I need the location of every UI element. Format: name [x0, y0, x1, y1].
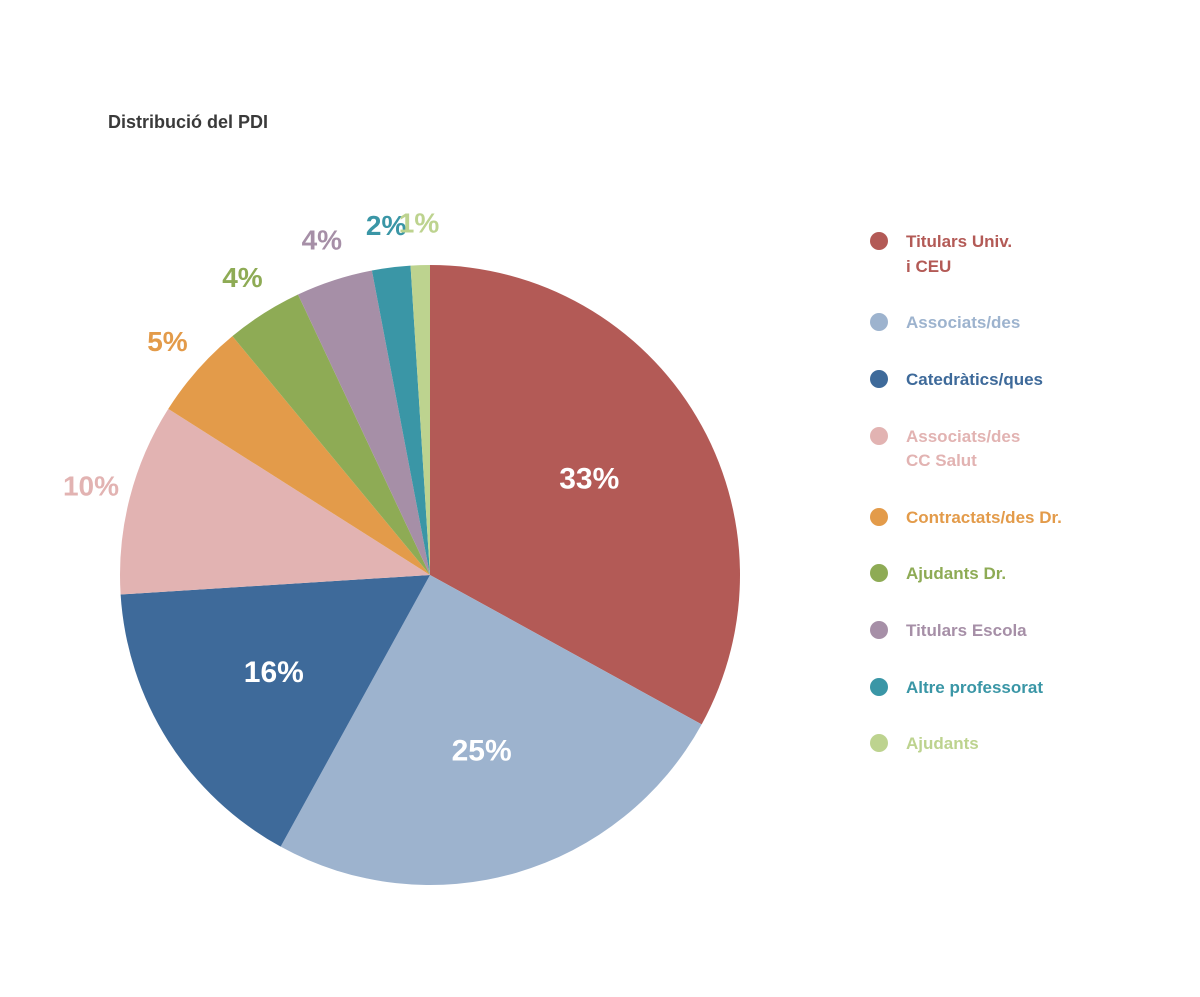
slice-label: 1% [399, 208, 440, 239]
legend-label: Titulars Univ. i CEU [906, 230, 1012, 279]
legend-swatch [870, 370, 888, 388]
legend-swatch [870, 427, 888, 445]
chart-container: Distribució del PDI 33%25%16%10%5%4%4%2%… [0, 0, 1200, 997]
legend-label: Ajudants [906, 732, 979, 757]
legend-label: Contractats/des Dr. [906, 506, 1062, 531]
slice-label: 16% [244, 656, 304, 689]
legend-swatch [870, 564, 888, 582]
legend-item: Ajudants [870, 732, 1062, 757]
slice-label: 25% [452, 735, 512, 768]
legend-label: Associats/des CC Salut [906, 425, 1020, 474]
slice-label: 33% [559, 463, 619, 496]
slice-label: 5% [147, 326, 188, 357]
legend-item: Ajudants Dr. [870, 562, 1062, 587]
legend-label: Titulars Escola [906, 619, 1027, 644]
slice-label: 4% [302, 225, 343, 256]
legend-label: Altre professorat [906, 676, 1043, 701]
legend-swatch [870, 232, 888, 250]
legend: Titulars Univ. i CEU Associats/des Catedrà… [870, 230, 1062, 789]
legend-item: Altre professorat [870, 676, 1062, 701]
legend-swatch [870, 508, 888, 526]
legend-swatch [870, 313, 888, 331]
legend-swatch [870, 621, 888, 639]
legend-item: Contractats/des Dr. [870, 506, 1062, 531]
slice-label: 10% [63, 470, 119, 501]
legend-item: Titulars Univ. i CEU [870, 230, 1062, 279]
legend-item: Associats/des [870, 311, 1062, 336]
legend-swatch [870, 678, 888, 696]
legend-swatch [870, 734, 888, 752]
legend-item: Catedràtics/ques [870, 368, 1062, 393]
legend-label: Associats/des [906, 311, 1020, 336]
legend-item: Titulars Escola [870, 619, 1062, 644]
legend-label: Catedràtics/ques [906, 368, 1043, 393]
slice-label: 4% [222, 262, 263, 293]
legend-label: Ajudants Dr. [906, 562, 1006, 587]
legend-item: Associats/des CC Salut [870, 425, 1062, 474]
